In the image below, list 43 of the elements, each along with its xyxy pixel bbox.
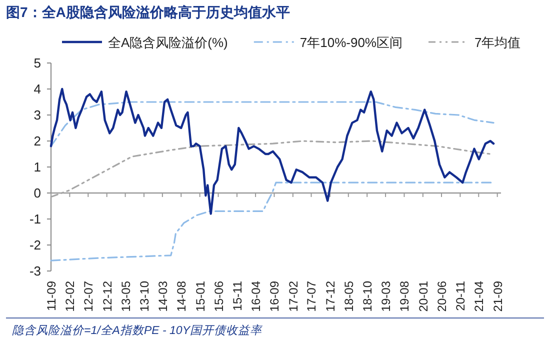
x-tick-label: 14-08 (174, 280, 189, 312)
x-tick-label: 18-10 (360, 280, 375, 312)
line-series (50, 101, 494, 147)
x-tick-label: 17-07 (304, 280, 319, 312)
legend-label: 全A隐含风险溢价(%) (108, 35, 228, 50)
x-tick-label: 17-12 (323, 280, 338, 312)
y-tick-label: -2 (29, 238, 41, 252)
y-tick-label: 4 (34, 82, 41, 96)
x-tick-label: 17-02 (286, 280, 300, 312)
x-tick-label: 20-01 (416, 280, 430, 312)
x-tick-label: 21-09 (490, 280, 505, 312)
x-tick-label: 15-06 (212, 280, 226, 312)
text: 隐含风险溢价=1/全A指数PE - 10Y国开债收益率 (12, 324, 263, 337)
y-tick-label: 3 (34, 108, 41, 122)
x-tick-label: 19-08 (398, 280, 412, 312)
y-tick-label: -3 (29, 264, 41, 278)
x-tick-label: 12-02 (63, 280, 78, 312)
x-tick-label: 19-03 (379, 280, 394, 312)
x-tick-label: 13-05 (118, 280, 133, 312)
x-tick-label: 12-07 (82, 280, 96, 312)
x-tick-label: 18-05 (342, 280, 356, 312)
y-tick-label: 5 (34, 56, 41, 70)
y-tick-label: 1 (34, 160, 41, 174)
x-tick-label: 15-11 (230, 280, 244, 311)
x-tick-label: 12-12 (100, 280, 114, 312)
x-tick-label: 13-10 (137, 280, 152, 312)
x-tick-label: 20-06 (434, 280, 449, 312)
x-tick-label: 14-03 (156, 280, 170, 312)
chart-title: 图7：全A股隐含风险溢价略高于历史均值水平 (6, 4, 290, 20)
x-tick-label: 15-01 (193, 280, 208, 312)
legend-label: 7年10%-90%区间 (300, 35, 402, 50)
y-tick-label: 2 (34, 134, 41, 148)
y-tick-label: -1 (29, 212, 41, 226)
x-tick-label: 21-04 (472, 280, 486, 312)
line-series (50, 182, 494, 262)
legend-label: 7年均值 (474, 35, 521, 50)
x-tick-label: 16-04 (249, 280, 264, 312)
x-tick-label: 11-09 (44, 280, 58, 311)
y-tick-label: 0 (34, 186, 41, 200)
x-tick-label: 20-11 (454, 280, 468, 311)
x-tick-label: 16-09 (268, 280, 282, 312)
line-series (50, 88, 495, 215)
line-series (50, 140, 492, 198)
